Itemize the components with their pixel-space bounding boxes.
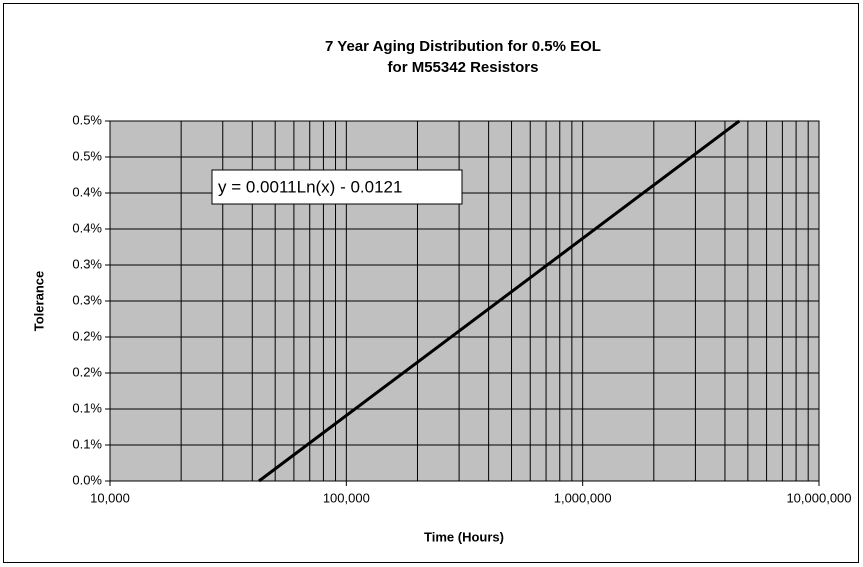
y-axis-title: Tolerance: [31, 271, 46, 331]
annotation-box: y = 0.0011Ln(x) - 0.0121: [211, 169, 463, 205]
chart-title: for M55342 Resistors: [388, 59, 539, 76]
y-tick-label: 0.1%: [72, 436, 102, 451]
y-tick-label: 0.3%: [72, 292, 102, 307]
chart-title: 7 Year Aging Distribution for 0.5% EOL: [325, 38, 601, 55]
y-tick-label: 0.4%: [72, 184, 102, 199]
annotation-frame: [211, 169, 463, 205]
annotation: y = 0.0011Ln(x) - 0.0121: [218, 177, 402, 196]
x-tick-label: 10,000: [90, 490, 130, 505]
x-tick-label: 100,000: [323, 490, 370, 505]
x-tick-label: 10,000,000: [786, 490, 851, 505]
y-tick-label: 0.2%: [72, 364, 102, 379]
y-tick-label: 0.2%: [72, 328, 102, 343]
y-tick-label: 0.5%: [72, 112, 102, 127]
y-tick-label: 0.4%: [72, 220, 102, 235]
y-tick-label: 0.3%: [72, 256, 102, 271]
series-line: [258, 119, 741, 483]
x-tick-label: 1,000,000: [554, 490, 612, 505]
y-tick-label: 0.0%: [72, 472, 102, 487]
x-axis-title: Time (Hours): [424, 529, 504, 544]
y-tick-label: 0.1%: [72, 400, 102, 415]
plot-border: [109, 120, 820, 482]
y-tick-label: 0.5%: [72, 148, 102, 163]
